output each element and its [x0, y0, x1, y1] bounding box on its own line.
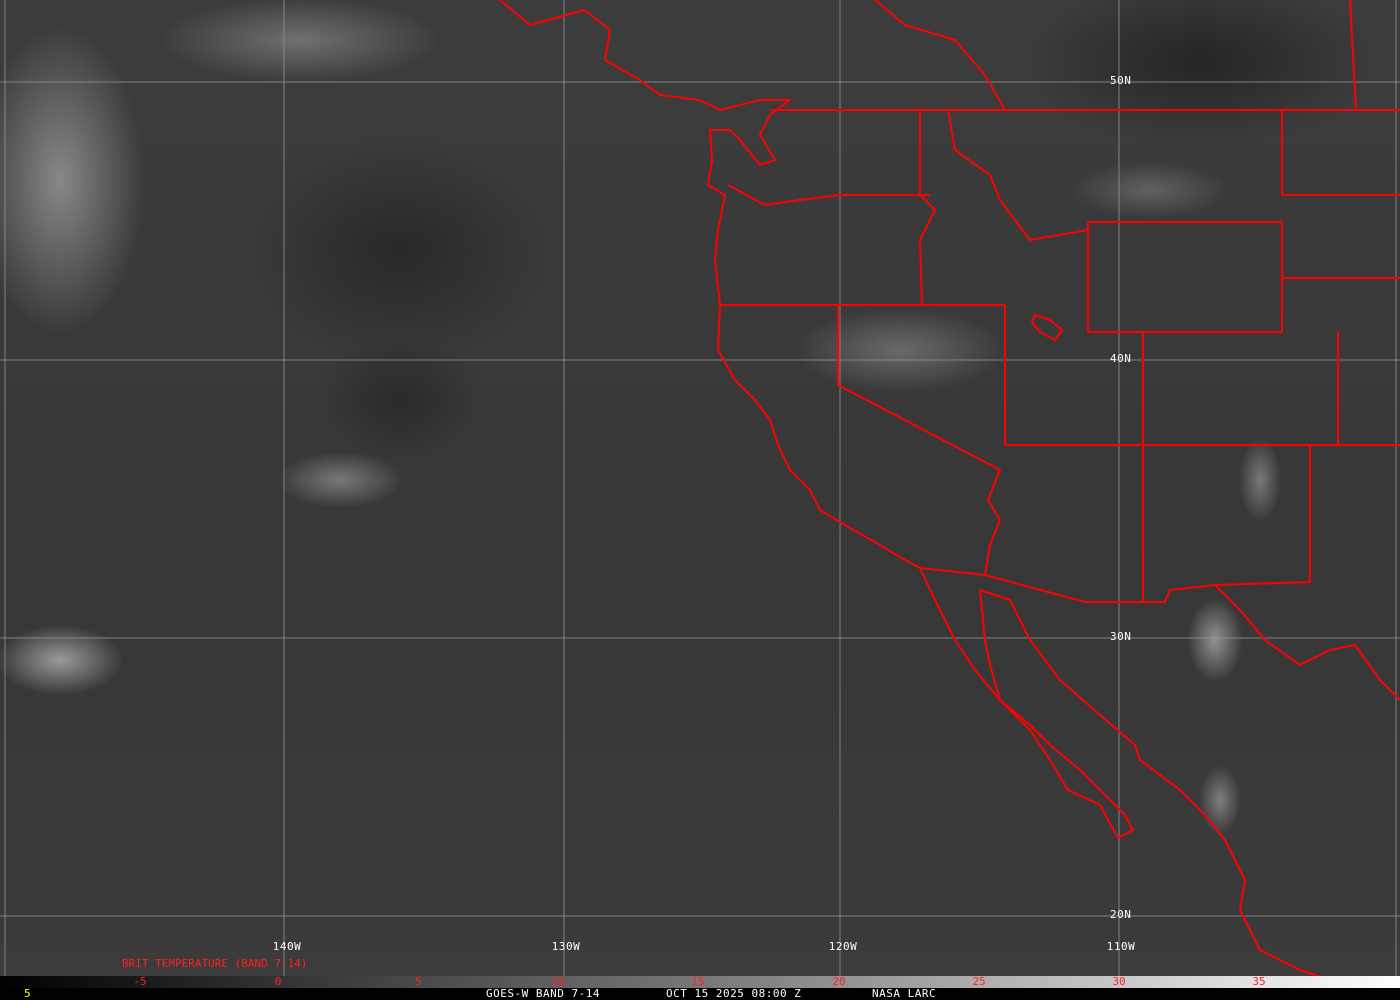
wa-or-border [727, 184, 930, 206]
idaho-west-border [919, 110, 936, 306]
idaho-montana-border [947, 109, 1089, 241]
political-borders [499, 0, 1400, 976]
latitude-label: 40N [1110, 352, 1132, 365]
colorbar-tick: 5 [414, 975, 422, 988]
latitude-label: 30N [1110, 630, 1132, 643]
frame-number: 5 [24, 987, 31, 1000]
latitude-label: 50N [1110, 74, 1132, 87]
great-salt-lake [1031, 314, 1063, 341]
timestamp: OCT 15 2025 08:00 Z [666, 987, 802, 1000]
canada-province-border [874, 0, 1006, 111]
coastline-mexico [979, 589, 1322, 976]
colorbar-tick: 20 [832, 975, 846, 988]
colorbar-tick: 10 [551, 975, 565, 988]
satellite-imagery [0, 0, 1400, 976]
coastline-gulf [1214, 584, 1400, 701]
colorbar-tick: 0 [274, 975, 282, 988]
source-label: NASA LARC [872, 987, 937, 1000]
colorbar-tick: 25 [972, 975, 986, 988]
temperature-colorbar [0, 976, 1400, 988]
colorbar-tick: 15 [691, 975, 705, 988]
longitude-label: 110W [1106, 940, 1136, 953]
footer-bar [0, 988, 1400, 1000]
colorbar-tick: 30 [1112, 975, 1126, 988]
utah-wyoming [1087, 221, 1283, 333]
canada-province-border-2 [1349, 0, 1357, 111]
new-mexico-east [1214, 445, 1311, 586]
colorbar-tick: -5 [133, 975, 147, 988]
ca-nv-border [837, 305, 1001, 576]
longitude-label: 120W [828, 940, 858, 953]
longitude-label: 140W [272, 940, 302, 953]
colorbar-tick: 35 [1252, 975, 1266, 988]
longitude-label: 130W [551, 940, 581, 953]
coastline-west [499, 0, 1134, 839]
map-overlay [0, 0, 1400, 976]
montana-dakota [1281, 110, 1400, 196]
satellite-band-label: GOES-W BAND 7-14 [486, 987, 600, 1000]
latitude-label: 20N [1110, 908, 1132, 921]
legend-title: BRIT TEMPERATURE (BAND 7-14) [122, 957, 308, 970]
us-mexico-border [919, 567, 1216, 603]
graticule [0, 0, 1400, 976]
